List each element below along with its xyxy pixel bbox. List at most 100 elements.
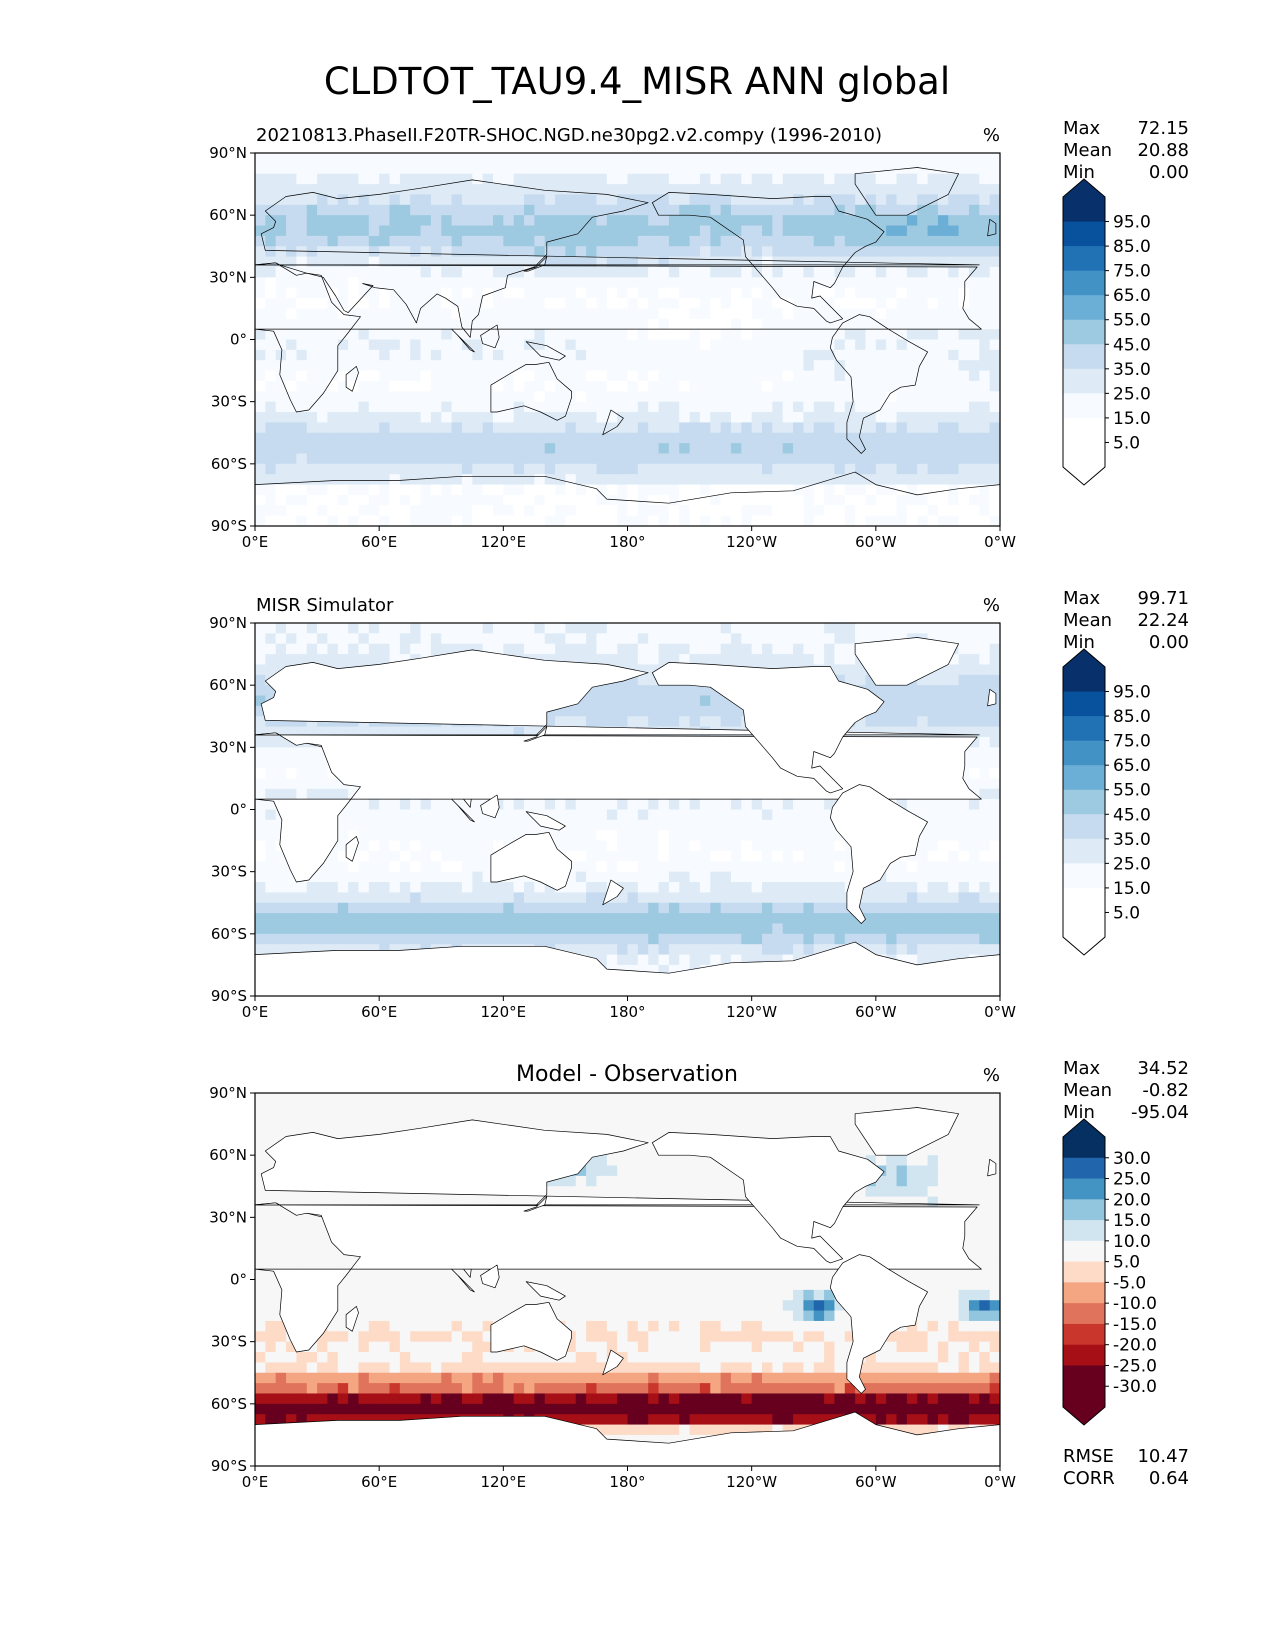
field-cell	[492, 215, 504, 227]
field-cell	[503, 349, 515, 361]
field-cell	[306, 494, 318, 506]
field-cell	[865, 412, 877, 423]
field-cell	[586, 453, 598, 465]
field-cell	[617, 298, 629, 310]
field-cell	[927, 298, 939, 310]
field-cell	[327, 443, 339, 455]
field-cell	[503, 933, 515, 945]
field-cell	[389, 494, 401, 506]
field-cell	[337, 882, 349, 893]
x-tick-label: 0°E	[242, 533, 269, 551]
colorbar-tick-label: 5.0	[1113, 433, 1140, 453]
field-cell	[937, 225, 949, 237]
field-cell	[337, 329, 349, 341]
field-cell	[617, 360, 629, 372]
field-cell	[399, 163, 411, 175]
field-cell	[865, 287, 877, 299]
field-cell	[389, 944, 401, 956]
field-cell	[803, 153, 815, 164]
field-cell	[596, 339, 608, 351]
field-cell	[896, 623, 908, 634]
field-cell	[968, 840, 980, 852]
field-cell	[958, 726, 970, 738]
field-cell	[699, 163, 711, 175]
field-cell	[772, 184, 784, 196]
field-cell	[989, 287, 1000, 299]
field-cell	[534, 266, 546, 278]
land-mass	[651, 192, 885, 324]
field-cell	[689, 173, 701, 185]
field-cell	[730, 494, 742, 506]
field-cell	[989, 474, 1000, 486]
field-cell	[824, 850, 836, 862]
field-cell	[524, 892, 535, 904]
field-cell	[968, 484, 980, 496]
field-cell	[472, 339, 484, 351]
field-cell	[886, 453, 898, 465]
field-cell	[968, 173, 980, 185]
field-cell	[855, 308, 867, 320]
field-cell	[627, 850, 639, 862]
field-cell	[255, 902, 266, 914]
field-cell	[348, 246, 360, 258]
field-cell	[751, 266, 763, 278]
field-cell	[720, 840, 732, 852]
field-cell	[968, 799, 980, 811]
field-cell	[296, 633, 308, 645]
field-cell	[565, 515, 577, 526]
field-cell	[648, 705, 660, 717]
field-cell	[430, 840, 442, 852]
field-cell	[317, 380, 329, 392]
field-cell	[389, 892, 401, 904]
field-cell	[762, 153, 773, 164]
field-cell	[637, 830, 649, 842]
field-cell	[306, 380, 318, 392]
field-cell	[482, 401, 494, 413]
field-cell	[720, 391, 732, 403]
land-mass	[345, 366, 359, 392]
field-cell	[482, 422, 494, 434]
field-cell	[937, 173, 949, 185]
field-cell	[689, 623, 701, 634]
field-cell	[492, 432, 504, 444]
field-cell	[337, 654, 349, 666]
field-cell	[379, 453, 391, 465]
field-cell	[451, 463, 463, 475]
field-cell	[730, 643, 742, 655]
field-cell	[358, 654, 370, 666]
field-cell	[503, 474, 515, 486]
field-cell	[855, 401, 867, 413]
field-cell	[720, 412, 732, 423]
field-cell	[410, 194, 422, 206]
field-cell	[927, 329, 939, 341]
field-cell	[255, 173, 266, 185]
field-cell	[989, 463, 1000, 475]
field-cell	[337, 380, 349, 392]
field-cell	[689, 329, 701, 341]
field-cell	[410, 871, 422, 883]
field-cell	[348, 287, 360, 299]
field-cell	[379, 830, 391, 842]
field-cell	[803, 184, 815, 196]
field-cell	[265, 623, 277, 634]
field-cell	[368, 515, 380, 526]
field-cell	[637, 370, 649, 382]
field-cell	[451, 184, 463, 196]
field-cell	[596, 173, 608, 185]
field-cell	[296, 349, 308, 361]
field-cell	[668, 716, 680, 728]
field-cell	[772, 266, 784, 278]
field-cell	[813, 505, 825, 517]
field-cell	[399, 391, 411, 403]
field-cell	[989, 799, 1000, 811]
field-cell	[865, 380, 877, 392]
field-cell	[979, 443, 991, 455]
field-cell	[441, 153, 453, 164]
field-cell	[762, 799, 773, 811]
field-cell	[348, 318, 360, 330]
field-cell	[834, 494, 846, 506]
field-cell	[886, 494, 898, 506]
field-cell	[637, 882, 649, 893]
field-cell	[472, 184, 484, 196]
